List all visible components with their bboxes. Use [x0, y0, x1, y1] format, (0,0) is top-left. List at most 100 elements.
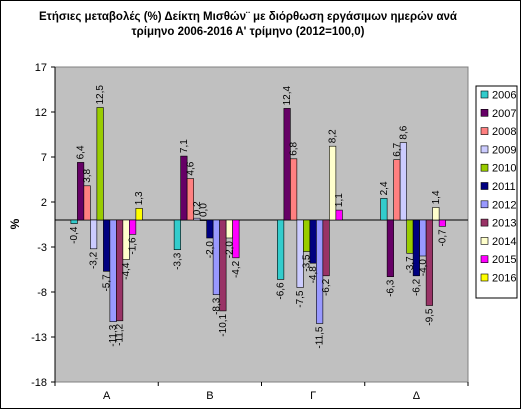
bar-2006-Δ — [380, 198, 388, 221]
legend-swatch-2011 — [480, 182, 489, 190]
bar-2013-Β — [219, 219, 227, 312]
y-tick-label: 12 — [35, 107, 47, 119]
bar-2014-Α — [122, 219, 130, 260]
legend: 2006 2007 2008 2009 2010 2011 2012 2013 2014 2015… — [480, 90, 516, 285]
bar-2009-Δ — [399, 142, 407, 221]
data-label-2012-Δ: -4,0 — [418, 259, 429, 277]
bar-2009-Β — [193, 217, 201, 221]
data-label-2015-Β: -4,2 — [231, 260, 242, 278]
bars — [70, 107, 446, 324]
y-tick-label: -18 — [31, 377, 47, 389]
data-label-2007-Δ: -6,3 — [385, 279, 396, 297]
data-label-2006-Β: -3,3 — [172, 252, 183, 270]
data-label-2011-Α: -5,7 — [102, 274, 113, 292]
data-label-2010-Α: 12,5 — [95, 85, 106, 105]
legend-swatch-2006 — [480, 90, 489, 99]
bar-2015-Γ — [335, 209, 343, 221]
chart-title-line-2: τρίμηνο 2006-2016 Α' τρίμηνο (2012=100,0… — [132, 26, 365, 38]
legend-label-2009: 2009 — [492, 144, 516, 156]
x-category-label: Γ — [310, 390, 316, 402]
data-label-2006-Α: -0,4 — [69, 226, 80, 244]
y-tick-label: 7 — [41, 152, 47, 164]
data-label-2013-Α: -11,2 — [115, 323, 126, 345]
data-label-2010-Γ: -3,5 — [302, 254, 313, 272]
bar-2007-Δ — [386, 219, 394, 278]
bar-2006-Β — [173, 219, 181, 251]
legend-swatch-2013 — [480, 218, 489, 227]
y-tick-label: 2 — [41, 197, 47, 209]
legend-swatch-2015 — [480, 255, 489, 263]
bar-2015-Β — [232, 219, 240, 259]
bar-2014-Β — [225, 219, 233, 239]
data-label-2007-Γ: 12,4 — [282, 85, 293, 105]
y-tick-label: -8 — [37, 287, 47, 299]
legend-label-2006: 2006 — [492, 90, 516, 102]
bar-2015-Δ — [438, 219, 446, 227]
x-category-label: Δ — [413, 390, 421, 402]
y-tick-label: 17 — [35, 62, 47, 74]
legend-swatch-2014 — [480, 237, 489, 245]
data-label-2008-Α: 3,8 — [82, 168, 93, 182]
data-label-2012-Γ: -11,5 — [315, 326, 326, 348]
data-label-2010-Δ: -3,7 — [405, 256, 416, 274]
y-axis-label: % — [8, 218, 22, 229]
bar-2010-Δ — [406, 219, 414, 254]
bar-2009-Α — [90, 219, 98, 250]
data-label-2009-Δ: 8,6 — [398, 125, 409, 139]
data-label-2006-Γ: -6,6 — [276, 282, 287, 300]
data-label-2014-Γ: 8,2 — [328, 129, 339, 143]
legend-label-2014: 2014 — [492, 236, 516, 248]
legend-label-2015: 2015 — [492, 254, 516, 266]
legend-swatch-2007 — [480, 109, 489, 117]
bar-2014-Γ — [329, 145, 337, 221]
data-label-2013-Γ: -6,2 — [321, 278, 332, 296]
data-label-2015-Γ: 1,1 — [334, 193, 345, 207]
chart-title-line-1: Ετήσιες μεταβολές (%) Δείκτη Μισθών¨ με … — [39, 11, 457, 23]
data-label-2009-Α: -3,2 — [89, 251, 100, 269]
data-label-2013-Β: -10,1 — [218, 313, 229, 336]
bar-2012-Α — [109, 219, 117, 322]
bar-2014-Δ — [432, 207, 440, 221]
y-tick-label: -3 — [37, 242, 47, 254]
bar-2010-Γ — [303, 219, 311, 252]
y-axis: -18 -13 -8 -3 2 7 12 17 — [31, 62, 56, 389]
bar-2011-Β — [206, 219, 214, 239]
legend-swatch-2009 — [480, 145, 489, 154]
bar-2010-Β — [199, 219, 207, 221]
bar-2007-Γ — [283, 108, 291, 221]
x-axis: Α Β Γ Δ — [54, 382, 469, 402]
data-label-2009-Β: 0,2 — [192, 201, 203, 215]
bar-2006-Γ — [277, 219, 285, 280]
data-label-2011-Δ: -6,2 — [411, 278, 422, 296]
legend-label-2008: 2008 — [492, 126, 516, 138]
legend-swatch-2010 — [480, 163, 489, 172]
bar-2012-Δ — [419, 219, 427, 257]
legend-label-2013: 2013 — [492, 218, 516, 230]
data-label-2011-Γ: -4,8 — [308, 266, 319, 284]
data-label-2014-Α: -4,4 — [121, 262, 132, 280]
data-labels: -0,4 6,4 3,8 -3,2 12,5 -5,7 -11,3-11,2 -4,4 -1,6… — [69, 85, 448, 349]
data-label-2008-Γ: 6,8 — [289, 141, 300, 155]
legend-label-2010: 2010 — [492, 163, 516, 175]
legend-label-2011: 2011 — [492, 181, 516, 193]
bar-2013-Δ — [425, 219, 433, 306]
legend-swatch-2008 — [480, 127, 489, 135]
x-category-label: Β — [206, 390, 213, 402]
data-label-2008-Β: 4,6 — [185, 161, 196, 175]
bar-2008-Β — [186, 178, 194, 221]
bar-2008-Γ — [290, 158, 298, 221]
bar-2008-Α — [83, 185, 91, 221]
legend-swatch-2012 — [480, 200, 489, 209]
y-tick-label: -13 — [31, 332, 47, 344]
data-label-2015-Α: -1,6 — [128, 237, 139, 255]
bar-2011-Α — [103, 219, 111, 272]
legend-label-2007: 2007 — [492, 108, 516, 120]
x-category-label: Α — [103, 390, 111, 402]
legend-swatch-2016 — [480, 273, 489, 282]
data-label-2008-Δ: 6,7 — [392, 142, 403, 156]
bar-2016-Α — [135, 208, 143, 221]
bar-2010-Α — [96, 107, 104, 221]
data-label-2009-Γ: -7,5 — [295, 290, 306, 308]
data-label-2010-Β: 0,0 — [198, 203, 209, 217]
